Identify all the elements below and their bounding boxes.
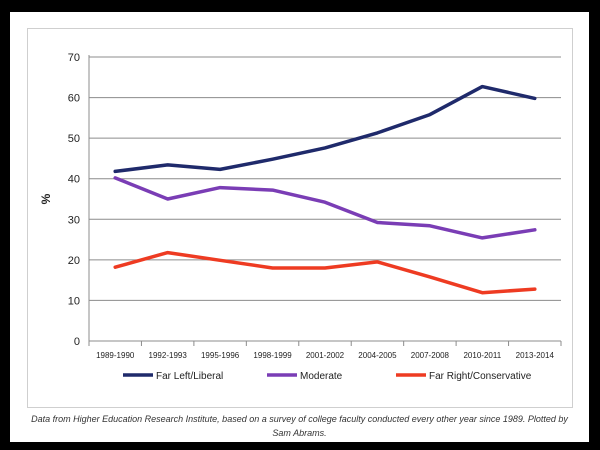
x-tick-label: 1995-1996 [201,351,240,360]
legend-label: Moderate [300,371,343,382]
x-tick-label: 1998-1999 [253,351,292,360]
y-tick-label: 20 [68,255,80,267]
x-tick-label: 2001-2002 [306,351,345,360]
series-line [113,84,537,174]
y-tick-label: 10 [68,295,80,307]
y-axis-label: % [39,193,53,204]
x-tick-label: 2013-2014 [516,351,555,360]
x-tick-label: 1992-1993 [149,351,188,360]
series-line [113,176,537,240]
y-tick-label: 0 [74,336,80,348]
y-tick-label: 70 [68,52,80,64]
figure-panel: 0 10 20 30 40 50 60 70 1989-1990 1992-1993 1995-19… [10,12,589,442]
y-tick-label: 60 [68,93,80,105]
series-line [113,250,537,295]
x-tick-label: 1989-1990 [96,351,135,360]
y-tick-label: 30 [68,214,80,226]
chart-container: 0 10 20 30 40 50 60 70 1989-1990 1992-1993 1995-19… [27,28,573,408]
y-tick-label: 50 [68,133,80,145]
legend-label: Far Left/Liberal [156,371,223,382]
figure-caption: Data from Higher Education Research Inst… [31,414,568,438]
x-tick-label: 2007-2008 [411,351,450,360]
y-tick-label: 40 [68,174,80,186]
x-tick-label: 2004-2005 [358,351,397,360]
legend-label: Far Right/Conservative [429,371,532,382]
x-tick-label: 2010-2011 [463,351,501,360]
line-chart: 0 10 20 30 40 50 60 70 1989-1990 1992-1993 1995-19… [39,52,562,382]
